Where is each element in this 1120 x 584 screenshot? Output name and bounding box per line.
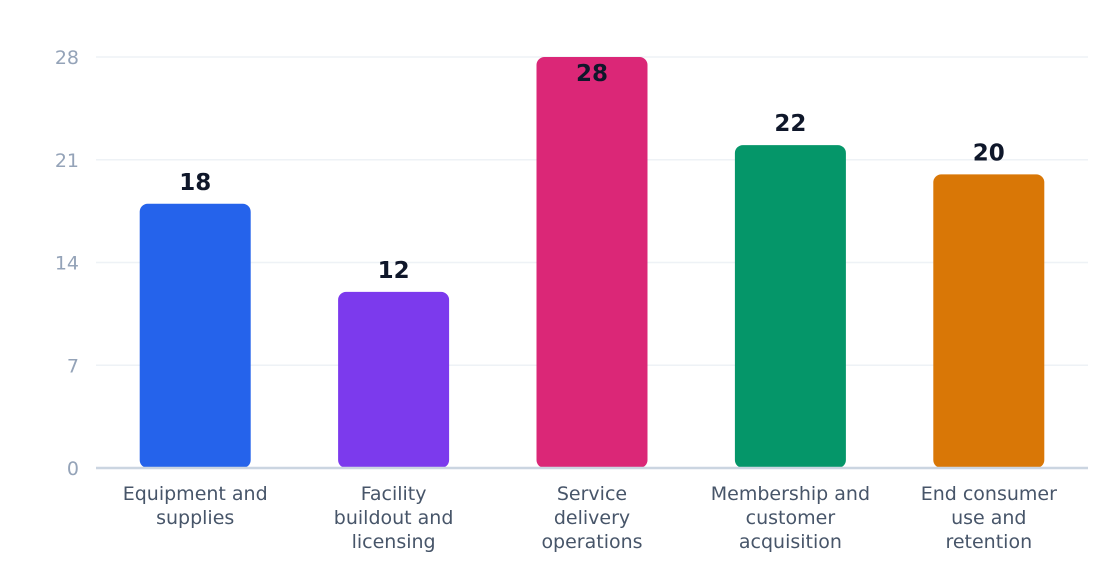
- bar: [734, 145, 846, 469]
- y-tick-label: 28: [55, 47, 79, 69]
- x-tick-label: delivery: [554, 507, 630, 529]
- x-tick-label: Membership and: [711, 483, 870, 505]
- value-labels: 18 12 28 22 20: [179, 61, 1005, 284]
- x-tick-label: Equipment and: [123, 483, 268, 505]
- bars: [139, 57, 1045, 469]
- bar: [139, 203, 251, 469]
- y-tick-label: 14: [55, 253, 79, 275]
- y-tick-label: 0: [67, 458, 79, 480]
- x-tick-label: operations: [541, 531, 642, 553]
- bar-value-label: 18: [179, 170, 211, 196]
- bar-value-label: 12: [378, 258, 410, 284]
- x-tick-label: End consumer: [921, 483, 1057, 505]
- x-tick-label: retention: [945, 531, 1032, 553]
- x-tick-label: customer: [746, 507, 836, 529]
- bar-value-label: 22: [774, 111, 806, 137]
- y-axis-ticks: 0 7 14 21 28: [55, 47, 79, 480]
- x-tick-label: use and: [951, 507, 1026, 529]
- bar: [338, 291, 450, 468]
- bar: [933, 174, 1045, 468]
- x-tick-label: Service: [557, 483, 627, 505]
- bar: [536, 57, 648, 468]
- x-tick-label: Facility: [361, 483, 427, 505]
- y-tick-label: 21: [55, 150, 79, 172]
- x-tick-label: licensing: [352, 531, 436, 553]
- bar-value-label: 28: [576, 61, 608, 87]
- x-tick-label: supplies: [156, 507, 234, 529]
- x-tick-label: acquisition: [739, 531, 842, 553]
- bar-value-label: 20: [973, 140, 1005, 166]
- y-tick-label: 7: [67, 355, 79, 377]
- x-tick-label: buildout and: [334, 507, 454, 529]
